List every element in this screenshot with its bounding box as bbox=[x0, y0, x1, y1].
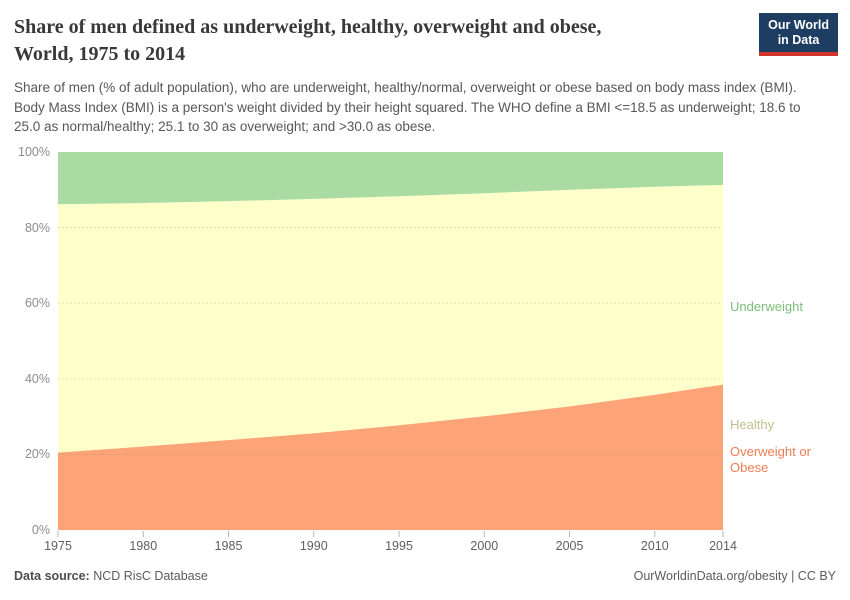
chart-header: Share of men defined as underweight, hea… bbox=[14, 14, 801, 137]
chart-footer: Data source: NCD RisC Database OurWorldi… bbox=[14, 569, 836, 583]
area-underweight[interactable] bbox=[58, 152, 723, 205]
x-tick-label: 1990 bbox=[299, 539, 328, 553]
y-tick-label: 60% bbox=[24, 296, 50, 311]
y-tick-label: 100% bbox=[18, 145, 50, 159]
x-tick-label: 2010 bbox=[640, 539, 669, 553]
area-overweight-or-obese[interactable] bbox=[58, 384, 723, 531]
x-tick-label: 2014 bbox=[709, 539, 737, 553]
y-tick-label: 40% bbox=[24, 371, 50, 386]
x-tick-label: 1980 bbox=[129, 539, 158, 553]
x-tick-label: 2000 bbox=[470, 539, 499, 553]
chart-canvas bbox=[57, 152, 724, 537]
owid-logo-line-1: Our World bbox=[768, 18, 829, 32]
y-tick-label: 80% bbox=[24, 220, 50, 235]
x-tick-label: 2005 bbox=[555, 539, 584, 553]
title-line-1: Share of men defined as underweight, hea… bbox=[14, 16, 602, 38]
area-healthy[interactable] bbox=[58, 184, 723, 453]
data-source-label: Data source: bbox=[14, 569, 90, 583]
x-tick-label: 1975 bbox=[44, 539, 72, 553]
data-source-value: NCD RisC Database bbox=[89, 569, 208, 583]
y-tick-label: 0% bbox=[31, 523, 50, 537]
chart-subtitle: Share of men (% of adult population), wh… bbox=[14, 80, 801, 134]
data-source: Data source: NCD RisC Database bbox=[14, 569, 208, 583]
x-tick-label: 1995 bbox=[385, 539, 413, 553]
legend-item-underweight[interactable]: Underweight bbox=[730, 299, 803, 314]
x-tick-label: 1985 bbox=[214, 539, 243, 553]
owid-url-license-link[interactable]: OurWorldinData.org/obesity | CC BY bbox=[633, 569, 836, 583]
page-title: Share of men defined as underweight, hea… bbox=[14, 14, 754, 68]
stacked-area-chart: 0% 20% 40% 60% 80% 100% 1975 1980 1985 1990 1995 2… bbox=[0, 140, 850, 565]
owid-logo-line-2: in Data bbox=[777, 33, 820, 47]
owid-logo[interactable]: Our World in Data bbox=[759, 13, 838, 56]
title-line-2: World, 1975 to 2014 bbox=[14, 43, 186, 65]
legend-item-overweight-or-obese[interactable]: Overweight or Obese bbox=[730, 444, 811, 475]
legend-item-healthy[interactable]: Healthy bbox=[730, 417, 775, 432]
y-tick-label: 20% bbox=[24, 447, 50, 462]
